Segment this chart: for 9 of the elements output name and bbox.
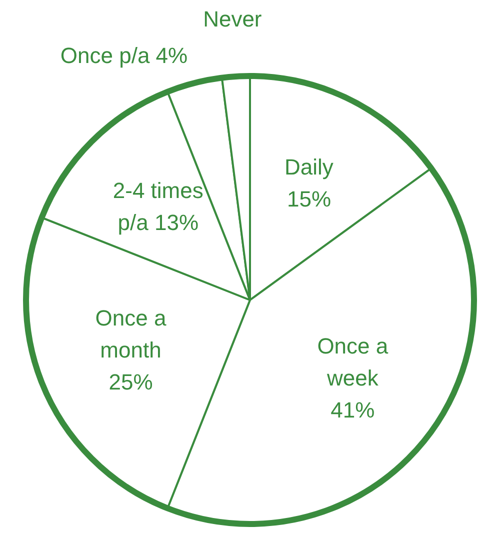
slice-label: Once p/a 4% — [60, 43, 188, 68]
slice-label: 2-4 times p/a 13% — [112, 178, 204, 236]
data-label: 41% — [330, 398, 375, 423]
slice-label: Never — [203, 6, 262, 32]
slice-label: Once a month — [95, 306, 167, 363]
data-label: 25% — [108, 370, 153, 395]
data-label: 15% — [286, 186, 332, 212]
slice-label: Once a week — [317, 334, 389, 391]
slice-label: Daily — [284, 154, 334, 180]
